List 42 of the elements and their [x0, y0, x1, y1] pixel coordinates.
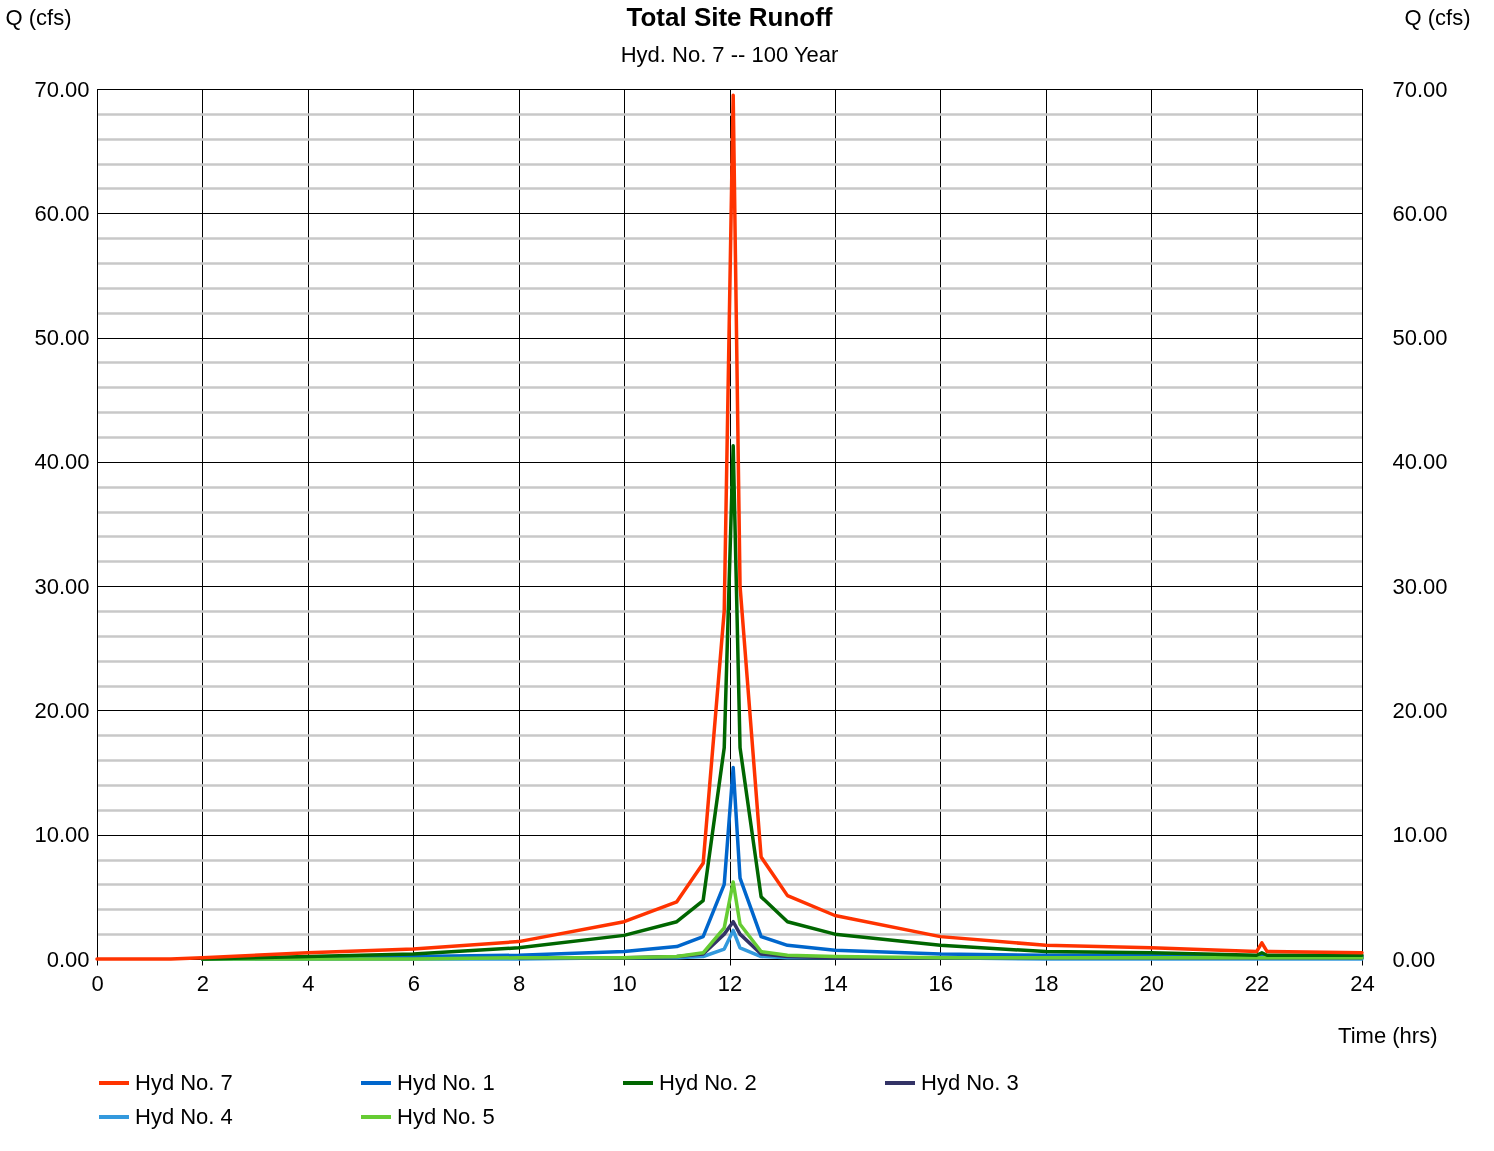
x-tick-label: 10 [612, 970, 637, 996]
line-series [200, 443, 1364, 961]
y2-tick-label: 20.00 [1392, 697, 1448, 723]
x-tick-label: 14 [823, 970, 848, 996]
x-tick-label: 20 [1139, 970, 1164, 996]
legend-label: Hyd No. 1 [397, 1070, 495, 1095]
chart-subtitle: Hyd. No. 7 -- 100 Year [620, 42, 839, 67]
x-tick-label: 6 [407, 970, 420, 996]
y2-tick-label: 40.00 [1392, 449, 1448, 475]
y-tick-label: 40.00 [34, 449, 90, 475]
x-tick-label: 8 [513, 970, 526, 996]
y2-tick-label: 60.00 [1392, 200, 1448, 226]
x-tick-label: 18 [1034, 970, 1059, 996]
legend-label: Hyd No. 2 [659, 1070, 757, 1095]
legend-label: Hyd No. 4 [135, 1104, 233, 1129]
legend-label: Hyd No. 7 [135, 1070, 233, 1095]
y-tick-label: 30.00 [34, 573, 90, 599]
legend-label: Hyd No. 5 [397, 1104, 495, 1129]
x-tick-label: 22 [1244, 970, 1270, 996]
y-tick-label: 70.00 [34, 76, 90, 102]
x-tick-label: 2 [196, 970, 210, 996]
x-tick-label: 0 [91, 970, 104, 996]
y-tick-label: 10.00 [34, 822, 90, 848]
x-tick-label: 24 [1350, 970, 1375, 996]
y2-tick-label: 30.00 [1392, 573, 1448, 599]
y-axis-title: Q (cfs) [5, 4, 72, 30]
y2-tick-label: 0.00 [1392, 946, 1436, 972]
x-axis-title: Time (hrs) [1338, 1022, 1438, 1048]
chart-title: Total Site Runoff [626, 2, 833, 32]
y2-tick-label: 70.00 [1392, 76, 1448, 102]
x-tick-label: 16 [928, 970, 954, 996]
y2-tick-label: 10.00 [1392, 822, 1448, 848]
y-tick-label: 20.00 [34, 697, 90, 723]
y2-tick-label: 50.00 [1392, 325, 1448, 351]
x-tick-label: 12 [717, 970, 743, 996]
legend-label: Hyd No. 3 [921, 1070, 1019, 1095]
y-tick-label: 0.00 [46, 946, 90, 972]
y-tick-label: 50.00 [34, 325, 90, 351]
line-series [95, 93, 1364, 961]
y2-axis-title: Q (cfs) [1404, 4, 1471, 30]
x-tick-label: 4 [302, 970, 315, 996]
y-tick-label: 60.00 [34, 200, 90, 226]
